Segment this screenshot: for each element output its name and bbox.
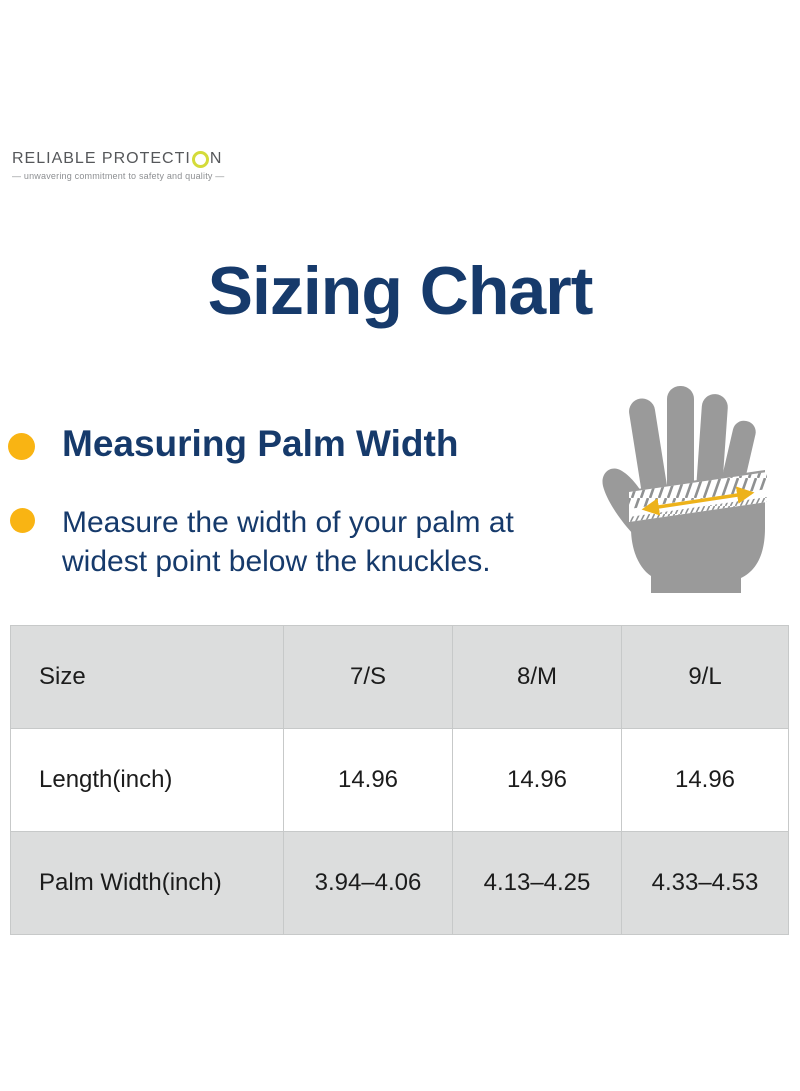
table-row-palm-width: Palm Width(inch) 3.94–4.06 4.13–4.25 4.3… (10, 831, 789, 935)
table-cell: 3.94–4.06 (283, 831, 453, 935)
page-title: Sizing Chart (207, 253, 594, 329)
sizing-table: Size 7/S 8/M 9/L Length(inch) 14.96 14.9… (10, 625, 789, 935)
section-body: Measure the width of your palm at widest… (62, 503, 622, 581)
header-7s: 7/S (283, 625, 453, 729)
row-label: Length(inch) (10, 728, 284, 832)
bullet-icon (8, 433, 35, 460)
header-size: Size (10, 625, 284, 729)
table-cell: 14.96 (283, 728, 453, 832)
section-body-line1: Measure the width of your palm at (62, 506, 514, 539)
row-label: Palm Width(inch) (10, 831, 284, 935)
header-8m: 8/M (452, 625, 622, 729)
table-cell: 4.13–4.25 (452, 831, 622, 935)
brand-name-part1: RELIABLE PROTECTI (12, 150, 191, 167)
table-cell: 4.33–4.53 (621, 831, 789, 935)
section-body-line2: widest point below the knuckles. (62, 545, 491, 578)
table-header-row: Size 7/S 8/M 9/L (10, 625, 789, 729)
table-cell: 14.96 (452, 728, 622, 832)
brand-logo: RELIABLE PROTECTI N — unwavering commitme… (12, 150, 272, 181)
brand-name-part2: N (209, 150, 223, 167)
section-heading: Measuring Palm Width (62, 423, 459, 464)
table-row-length: Length(inch) 14.96 14.96 14.96 (10, 728, 789, 832)
table-cell: 14.96 (621, 728, 789, 832)
brand-name: RELIABLE PROTECTI N (12, 150, 272, 168)
brand-tagline: — unwavering commitment to safety and qu… (12, 171, 225, 181)
hand-palm-width-illustration (595, 378, 785, 593)
bullet-icon (10, 508, 35, 533)
header-9l: 9/L (621, 625, 789, 729)
yellow-ring-o-icon (191, 150, 209, 168)
